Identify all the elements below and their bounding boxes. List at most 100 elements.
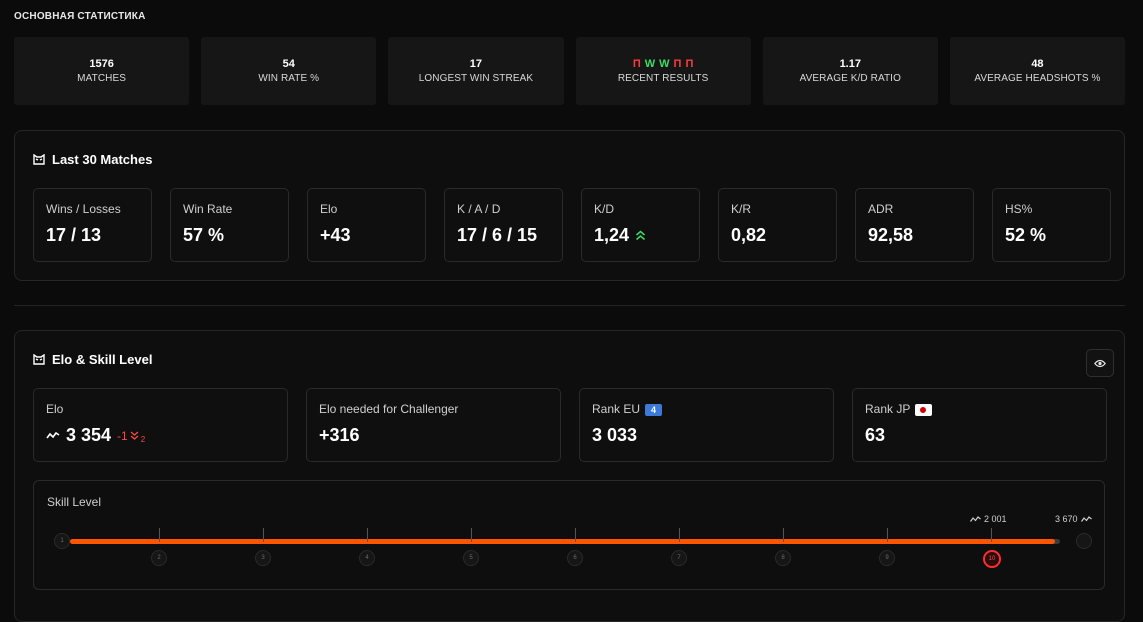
stat-hs: HS% 52 % <box>992 188 1111 262</box>
eu-flag-icon: 4 <box>645 403 663 416</box>
rank-eu-label-row: Rank EU 4 <box>592 402 821 416</box>
level10-elo-marker: 2 001 <box>970 514 1007 524</box>
double-chevron-up-icon <box>636 230 646 241</box>
elo-trend-icon <box>970 515 981 522</box>
stat-value: 1,24 <box>594 225 630 245</box>
max-elo-marker: 3 670 <box>1055 514 1092 524</box>
level-tick <box>263 528 264 542</box>
longest-streak-label: LONGEST WIN STREAK <box>418 73 534 84</box>
kd-value: 1.17 <box>839 58 861 70</box>
elo-value: 3 354 <box>66 425 112 445</box>
max-elo-value: 3 670 <box>1055 514 1078 524</box>
skill-progress-track: 1 2 3 4 5 6 7 8 9 10 <box>54 528 1092 568</box>
stat-label: K / A / D <box>457 202 501 216</box>
stat-card-win-rate: 54 WIN RATE % <box>201 37 377 105</box>
main-stats-title: ОСНОВНАЯ СТАТИСТИКА <box>14 11 146 22</box>
faceit-icon <box>33 153 45 165</box>
stat-kr: K/R 0,82 <box>718 188 837 262</box>
stat-elo: Elo +43 <box>307 188 426 262</box>
japan-flag-icon <box>915 403 933 416</box>
stat-label: K/R <box>731 202 752 216</box>
recent-results: П W W П П <box>633 58 694 70</box>
eye-icon <box>1094 359 1106 367</box>
stat-card-longest-streak: 17 LONGEST WIN STREAK <box>388 37 564 105</box>
stat-value: 57 % <box>183 225 225 245</box>
recent-results-label: RECENT RESULTS <box>617 73 709 84</box>
stat-value: 17 / 6 / 15 <box>457 225 538 245</box>
stat-value: +316 <box>319 425 360 445</box>
last30-stats: Wins / Losses 17 / 13 Win Rate 57 % Elo … <box>33 188 1111 262</box>
elo-value-row: 3 354 -1 2 <box>46 425 275 446</box>
stat-label: Rank EU <box>592 402 641 416</box>
result-item: W <box>644 58 656 70</box>
stat-card-headshots: 48 AVERAGE HEADSHOTS % <box>949 37 1126 105</box>
main-stats-row: 1576 MATCHES 54 WIN RATE % 17 LONGEST WI… <box>14 37 1126 105</box>
level-tick <box>367 528 368 542</box>
toggle-visibility-button[interactable] <box>1086 349 1114 377</box>
matches-label: MATCHES <box>77 73 127 84</box>
win-rate-value: 54 <box>282 58 295 70</box>
stat-label: Elo needed for Challenger <box>319 402 459 416</box>
stat-adr: ADR 92,58 <box>855 188 974 262</box>
stat-label: Elo <box>320 202 338 216</box>
level10-elo-value: 2 001 <box>984 514 1007 524</box>
stat-card-matches: 1576 MATCHES <box>14 37 190 105</box>
stat-win-rate: Win Rate 57 % <box>170 188 289 262</box>
stat-label: K/D <box>594 202 615 216</box>
result-item: П <box>673 58 682 70</box>
stat-value: +43 <box>320 225 351 245</box>
matches-value: 1576 <box>89 58 114 70</box>
level-tick <box>783 528 784 542</box>
elo-trend-icon <box>46 431 60 439</box>
headshots-value: 48 <box>1031 58 1044 70</box>
skill-level-10: 10 <box>983 550 1001 568</box>
stat-value-row: 1,24 <box>594 225 687 246</box>
stat-label: Wins / Losses <box>46 202 121 216</box>
elo-stats: Elo 3 354 -1 2 Elo needed for Challenger… <box>33 388 1107 462</box>
section-divider <box>14 305 1125 306</box>
win-rate-label: WIN RATE % <box>258 73 320 84</box>
skill-level-3: 3 <box>255 550 271 566</box>
skill-level-7: 7 <box>671 550 687 566</box>
level-tick <box>991 528 992 542</box>
stat-card-recent-results: П W W П П RECENT RESULTS <box>575 37 751 105</box>
skill-level-6: 6 <box>567 550 583 566</box>
skill-level-label: Skill Level <box>47 495 102 509</box>
stat-card-kd: 1.17 AVERAGE K/D RATIO <box>762 37 938 105</box>
stat-value: 17 / 13 <box>46 225 102 245</box>
last30-title-row: Last 30 Matches <box>33 152 152 167</box>
stat-value: 52 % <box>1005 225 1047 245</box>
stat-rank-eu: Rank EU 4 3 033 <box>579 388 834 462</box>
skill-level-9: 9 <box>879 550 895 566</box>
elo-skill-title-row: Elo & Skill Level <box>33 352 152 367</box>
elo-trend-icon <box>1080 515 1092 522</box>
longest-streak-value: 17 <box>469 58 483 70</box>
level-tick <box>159 528 160 542</box>
elo-delta-sub: 2 <box>140 435 146 444</box>
stat-value: 3 033 <box>592 425 638 445</box>
headshots-label: AVERAGE HEADSHOTS % <box>974 73 1101 84</box>
level-tick <box>575 528 576 542</box>
level-tick <box>887 528 888 542</box>
skill-level-8: 8 <box>775 550 791 566</box>
kd-label: AVERAGE K/D RATIO <box>799 73 901 84</box>
stat-value: 92,58 <box>868 225 914 245</box>
result-item: П <box>685 58 694 70</box>
skill-level-1: 1 <box>54 533 70 549</box>
result-item: W <box>659 58 670 70</box>
stat-value: 63 <box>865 425 886 445</box>
level-tick <box>471 528 472 542</box>
last30-title: Last 30 Matches <box>52 152 153 167</box>
double-chevron-down-icon <box>130 431 139 440</box>
skill-level-box: Skill Level 2 001 3 670 1 2 3 4 5 6 7 8 9 10 <box>33 480 1105 590</box>
stat-kd: K/D 1,24 <box>581 188 700 262</box>
skill-progress-fill <box>70 539 1055 544</box>
stat-kad: K / A / D 17 / 6 / 15 <box>444 188 563 262</box>
elo-delta: -1 2 <box>117 427 146 445</box>
elo-skill-panel: Elo & Skill Level Elo 3 354 -1 2 <box>14 330 1125 622</box>
elo-skill-title: Elo & Skill Level <box>52 352 153 367</box>
skill-level-2: 2 <box>151 550 167 566</box>
stat-label: Elo <box>46 402 64 416</box>
level-tick <box>679 528 680 542</box>
skill-level-4: 4 <box>359 550 375 566</box>
